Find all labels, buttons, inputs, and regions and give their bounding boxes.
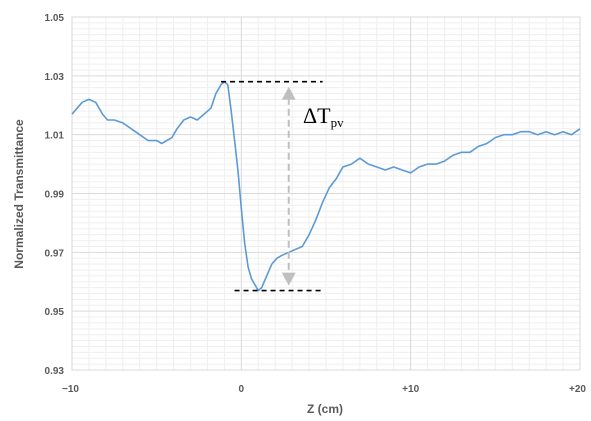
- y-tick-label: 0.95: [45, 307, 65, 318]
- x-tick-label: 0: [239, 384, 245, 395]
- plot-area-frame: [71, 16, 581, 371]
- y-tick-label: 0.99: [45, 190, 65, 201]
- x-axis-tick-labels: −10 0 +10 +20: [62, 384, 586, 395]
- transmittance-series-line: [71, 80, 581, 292]
- y-tick-label: 1.01: [45, 131, 65, 142]
- y-tick-label: 1.03: [45, 72, 65, 83]
- x-tick-label: −10: [62, 384, 79, 395]
- peak-valley-annotation: ΔTpv: [221, 80, 344, 292]
- delta-t-main-text: ΔT: [303, 103, 331, 128]
- x-axis-title: Z (cm): [307, 402, 343, 416]
- y-axis-tick-labels: 0.93 0.95 0.97 0.99 1.01 1.03 1.05: [45, 13, 65, 377]
- y-tick-label: 0.97: [45, 248, 65, 259]
- x-tick-label: +20: [569, 384, 586, 395]
- delta-arrow-head-down: [281, 272, 296, 286]
- x-tick-label: +10: [402, 384, 419, 395]
- y-axis-title: Normalized Transmittance: [12, 119, 26, 269]
- delta-arrow-head-up: [281, 86, 296, 100]
- delta-t-pv-label: ΔTpv: [303, 103, 344, 130]
- delta-t-subscript: pv: [331, 115, 345, 130]
- y-tick-label: 0.93: [45, 366, 65, 377]
- y-tick-label: 1.05: [45, 13, 65, 24]
